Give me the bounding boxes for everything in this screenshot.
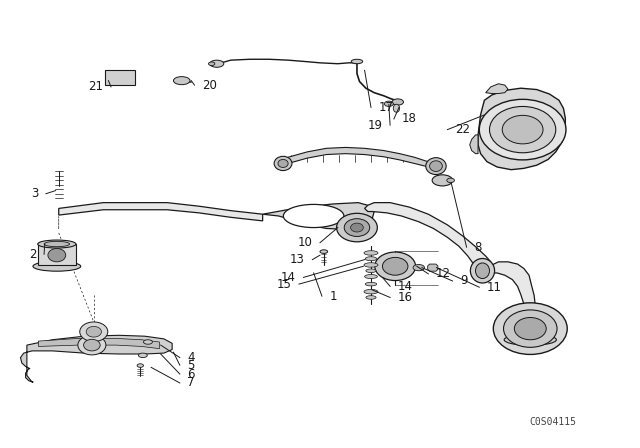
Ellipse shape	[364, 263, 378, 267]
Polygon shape	[428, 264, 438, 271]
Text: 6: 6	[188, 367, 195, 380]
Text: 11: 11	[487, 281, 502, 294]
Polygon shape	[282, 147, 435, 169]
Ellipse shape	[33, 261, 81, 271]
Polygon shape	[486, 84, 508, 94]
Text: 10: 10	[298, 236, 312, 249]
Ellipse shape	[38, 240, 76, 248]
Text: 12: 12	[436, 267, 451, 280]
Ellipse shape	[366, 296, 376, 299]
Ellipse shape	[48, 249, 66, 262]
FancyBboxPatch shape	[105, 69, 134, 85]
Circle shape	[479, 99, 566, 160]
Text: 1: 1	[330, 289, 337, 303]
Ellipse shape	[364, 251, 378, 255]
Ellipse shape	[364, 289, 378, 294]
Ellipse shape	[426, 158, 446, 175]
Ellipse shape	[392, 99, 403, 105]
Text: 8: 8	[474, 241, 481, 254]
Circle shape	[351, 223, 364, 232]
Ellipse shape	[366, 269, 376, 272]
Polygon shape	[20, 335, 172, 382]
Text: 15: 15	[276, 278, 291, 291]
Ellipse shape	[138, 353, 147, 358]
Circle shape	[80, 322, 108, 341]
Circle shape	[504, 310, 557, 347]
Text: 22: 22	[455, 123, 470, 136]
Ellipse shape	[284, 204, 344, 228]
Ellipse shape	[137, 364, 143, 367]
Ellipse shape	[394, 104, 399, 112]
Ellipse shape	[44, 241, 70, 247]
Circle shape	[375, 252, 415, 280]
Ellipse shape	[432, 175, 452, 186]
Circle shape	[344, 219, 370, 237]
Circle shape	[502, 116, 543, 144]
Text: 18: 18	[401, 112, 417, 125]
Text: 9: 9	[460, 275, 468, 288]
Polygon shape	[487, 262, 536, 320]
Ellipse shape	[365, 282, 377, 286]
Circle shape	[383, 258, 408, 275]
Text: 5: 5	[188, 359, 195, 372]
Circle shape	[78, 335, 106, 355]
Ellipse shape	[447, 178, 454, 183]
Polygon shape	[262, 202, 374, 229]
Polygon shape	[38, 338, 159, 349]
Polygon shape	[365, 202, 492, 276]
Ellipse shape	[274, 156, 292, 171]
Circle shape	[493, 303, 567, 354]
Ellipse shape	[429, 161, 442, 172]
Circle shape	[490, 107, 556, 153]
Ellipse shape	[385, 101, 394, 107]
Text: 19: 19	[367, 119, 383, 132]
Ellipse shape	[210, 60, 224, 67]
Circle shape	[515, 318, 546, 340]
Text: 4: 4	[188, 351, 195, 364]
Text: 3: 3	[31, 187, 38, 200]
Ellipse shape	[278, 159, 288, 168]
Polygon shape	[478, 88, 565, 170]
Ellipse shape	[365, 257, 377, 261]
Polygon shape	[59, 202, 262, 221]
Text: 7: 7	[188, 376, 195, 389]
Circle shape	[86, 327, 101, 337]
Text: 21: 21	[88, 80, 103, 93]
Ellipse shape	[320, 250, 328, 254]
Text: 20: 20	[202, 78, 217, 91]
Text: 17: 17	[379, 101, 394, 114]
Polygon shape	[38, 244, 76, 265]
Text: 16: 16	[397, 291, 413, 304]
Polygon shape	[470, 135, 478, 154]
Ellipse shape	[413, 264, 424, 271]
Ellipse shape	[351, 59, 363, 64]
Ellipse shape	[476, 263, 490, 279]
Ellipse shape	[143, 340, 152, 344]
Ellipse shape	[209, 62, 215, 65]
Ellipse shape	[173, 77, 190, 85]
Text: C0S04115: C0S04115	[529, 417, 576, 427]
Text: 13: 13	[290, 253, 305, 266]
Text: 2: 2	[29, 248, 36, 261]
Ellipse shape	[504, 334, 556, 345]
Ellipse shape	[470, 258, 495, 283]
Circle shape	[337, 213, 378, 242]
Ellipse shape	[365, 275, 378, 279]
Text: 14: 14	[397, 280, 413, 293]
Circle shape	[84, 339, 100, 351]
Text: 14: 14	[281, 271, 296, 284]
